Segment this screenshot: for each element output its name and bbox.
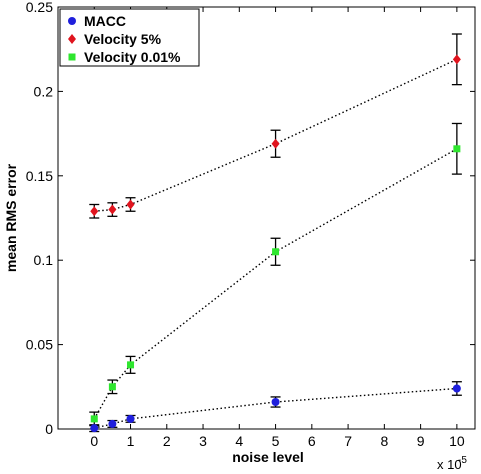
x-tick-label: 10	[449, 433, 465, 449]
y-tick-label: 0	[45, 421, 53, 437]
data-point-velocity-0-01	[272, 248, 280, 256]
x-tick-label: 3	[199, 433, 207, 449]
y-tick-label: 0.2	[34, 83, 54, 99]
x-tick-label: 4	[235, 433, 243, 449]
legend-marker-macc	[68, 17, 76, 25]
y-tick-label: 0.15	[26, 168, 53, 184]
data-point-velocity-0-01	[90, 415, 98, 423]
x-tick-label: 2	[163, 433, 171, 449]
data-point-velocity-5	[452, 54, 461, 65]
data-point-velocity-5	[108, 204, 117, 215]
y-axis-label: mean RMS error	[3, 163, 19, 272]
x-scale-exponent: -5	[458, 455, 467, 466]
x-tick-label: 8	[380, 433, 388, 449]
axis-ticks: 0 1 2 3 4 5 6 7 8 9 10 0 0.05 0.1 0.15 0.2 0.25	[26, 0, 475, 449]
legend: MACC Velocity 5% Velocity 0.01%	[59, 8, 200, 67]
data-point-velocity-5	[271, 138, 280, 149]
data-point-macc	[108, 419, 117, 428]
y-tick-label: 0.1	[34, 252, 54, 268]
y-tick-label: 0.25	[26, 0, 53, 15]
data-points	[90, 54, 461, 433]
x-tick-label: 1	[127, 433, 135, 449]
x-tick-label: 7	[344, 433, 352, 449]
data-point-macc	[271, 397, 280, 406]
data-point-velocity-0-01	[453, 145, 461, 153]
plot-area	[57, 6, 476, 430]
data-point-velocity-5	[90, 206, 99, 217]
legend-marker-velocity-5	[68, 34, 76, 44]
legend-marker-velocity-001	[68, 53, 76, 61]
x-tick-label: 0	[90, 433, 98, 449]
data-point-macc	[452, 384, 461, 393]
x-tick-label: 5	[272, 433, 280, 449]
x-scale-note: x 10	[437, 457, 462, 472]
data-point-macc	[126, 414, 135, 423]
x-tick-label: 9	[417, 433, 425, 449]
data-point-velocity-0-01	[127, 361, 135, 369]
data-point-velocity-0-01	[108, 383, 116, 391]
legend-label-velocity-001: Velocity 0.01%	[84, 49, 181, 65]
data-point-macc	[90, 424, 99, 433]
x-tick-label: 6	[308, 433, 316, 449]
data-point-velocity-5	[126, 199, 135, 210]
y-tick-label: 0.05	[26, 337, 53, 353]
x-axis-label: noise level	[232, 449, 304, 465]
legend-label-macc: MACC	[84, 13, 126, 29]
legend-box	[59, 8, 200, 67]
legend-label-velocity-5: Velocity 5%	[84, 31, 162, 47]
